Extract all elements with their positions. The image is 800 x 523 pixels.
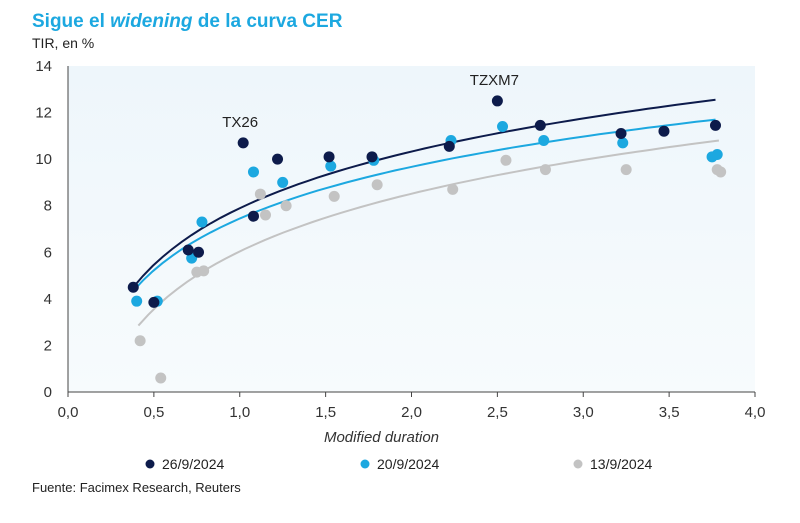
data-point [497,121,509,133]
x-tick-label: 1,0 [229,404,250,421]
data-point [277,176,289,188]
data-point [620,164,632,176]
chart-title-pre: Sigue el [32,11,111,32]
data-point [323,151,335,163]
data-point [443,140,455,152]
legend-label: 13/9/2024 [590,456,652,472]
data-point [447,183,459,195]
y-tick-label: 2 [44,337,52,354]
point-annotation: TX26 [222,114,258,131]
data-point [127,281,139,293]
data-point [711,148,723,160]
data-point [658,125,670,137]
data-point [366,151,378,163]
data-point [280,200,292,212]
data-point [196,216,208,228]
source-note: Fuente: Facimex Research, Reuters [32,480,241,495]
x-tick-label: 1,5 [315,404,336,421]
y-tick-label: 4 [44,291,52,308]
chart-title-emphasis: widening [110,11,193,32]
y-tick-label: 8 [44,198,52,215]
chart-title-post: de la curva CER [192,11,343,32]
data-point [371,179,383,191]
trend-line [137,139,720,327]
data-point [237,137,249,149]
data-point [615,128,627,140]
data-point [709,119,721,131]
legend-marker [145,459,155,469]
data-point [182,244,194,256]
plot-background [68,66,755,392]
x-tick-label: 3,0 [573,404,594,421]
x-axis-title: Modified duration [324,429,439,446]
data-point [260,209,272,221]
data-point [491,95,503,107]
trend-line [132,98,716,288]
legend-item: 26/9/2024 [145,456,224,472]
y-tick-label: 12 [35,105,52,122]
chart-subtitle: TIR, en % [32,35,95,51]
x-tick-label: 0,0 [58,404,79,421]
legend-item: 20/9/2024 [360,456,439,472]
legend-item: 13/9/2024 [573,456,652,472]
data-point [272,153,284,165]
x-tick-label: 2,0 [401,404,422,421]
x-tick-label: 3,5 [659,404,680,421]
data-point [247,166,259,178]
data-point [131,295,143,307]
point-annotation: TZXM7 [470,72,519,89]
x-tick-label: 0,5 [143,404,164,421]
y-tick-label: 10 [35,151,52,168]
data-point [534,119,546,131]
data-point [328,190,340,202]
x-tick-label: 4,0 [745,404,766,421]
legend-label: 20/9/2024 [377,456,439,472]
x-tick-label: 2,5 [487,404,508,421]
data-point [193,246,205,258]
y-tick-label: 14 [35,58,52,75]
data-point [500,154,512,166]
data-point [538,135,550,147]
data-point [715,166,727,178]
data-point [148,296,160,308]
legend-marker [360,459,370,469]
data-point [155,372,167,384]
data-point [617,137,629,149]
data-point [254,188,266,200]
legend-label: 26/9/2024 [162,456,224,472]
data-point [247,210,259,222]
data-point [134,335,146,347]
y-tick-label: 0 [44,384,52,401]
data-point [539,164,551,176]
y-tick-label: 6 [44,244,52,261]
data-point [198,265,210,277]
legend-marker [573,459,583,469]
data-point [325,160,337,172]
chart-title: Sigue el widening de la curva CER [32,11,342,33]
